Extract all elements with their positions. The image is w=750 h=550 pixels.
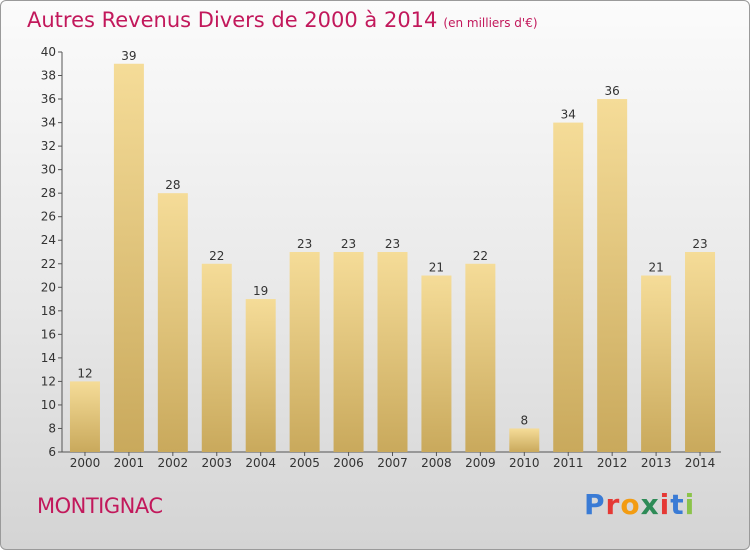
y-tick-label: 32 — [41, 139, 56, 153]
data-label-2006: 23 — [341, 237, 356, 251]
chart-title-unit: (en milliers d'€) — [443, 16, 538, 30]
x-tick-label-2000: 2000 — [70, 456, 101, 470]
bar-2005 — [289, 252, 320, 452]
y-tick-label: 38 — [41, 69, 56, 83]
data-label-2010: 8 — [520, 413, 528, 427]
y-tick-label: 20 — [41, 280, 56, 294]
chart-bars — [69, 63, 716, 453]
data-label-2005: 23 — [297, 237, 312, 251]
data-label-2008: 21 — [429, 261, 444, 275]
x-tick-label-2003: 2003 — [201, 456, 232, 470]
chart-title: Autres Revenus Divers de 2000 à 2014 (en … — [27, 8, 538, 32]
y-tick-label: 10 — [41, 398, 56, 412]
y-tick-label: 30 — [41, 163, 56, 177]
commune-name: MONTIGNAC — [37, 494, 163, 518]
x-tick-label-2013: 2013 — [641, 456, 672, 470]
bar-2012 — [597, 99, 628, 452]
logo-letter: t — [670, 488, 685, 521]
bar-2001 — [113, 63, 144, 452]
bar-2006 — [333, 252, 364, 452]
x-tick-label-2007: 2007 — [377, 456, 408, 470]
x-tick-label-2010: 2010 — [509, 456, 540, 470]
bar-2009 — [465, 263, 496, 452]
proxiti-logo: Proxiti — [584, 488, 695, 521]
data-label-2011: 34 — [561, 108, 576, 122]
bar-2014 — [685, 252, 716, 452]
x-tick-label-2006: 2006 — [333, 456, 364, 470]
bar-2003 — [201, 263, 232, 452]
logo-letter: i — [684, 488, 696, 521]
y-tick-label: 8 — [48, 421, 56, 435]
x-tick-label-2001: 2001 — [114, 456, 145, 470]
data-label-2004: 19 — [253, 284, 268, 298]
logo-letter: x — [640, 488, 660, 521]
data-label-2007: 23 — [385, 237, 400, 251]
logo-letter: P — [584, 488, 606, 521]
bar-2002 — [157, 193, 188, 453]
x-tick-label-2005: 2005 — [289, 456, 320, 470]
bar-2011 — [553, 122, 584, 453]
x-tick-label-2009: 2009 — [465, 456, 496, 470]
chart-data-labels: 12 39 28 22 19 23 23 23 21 22 8 34 36 21 23 — [77, 49, 707, 428]
y-tick-label: 12 — [41, 374, 56, 388]
chart-axes: 6 8 10 12 14 16 18 20 22 24 26 28 30 32 34 36 38 40 2000 20… — [41, 45, 721, 470]
data-label-2009: 22 — [473, 249, 488, 263]
y-tick-label: 28 — [41, 186, 56, 200]
logo-letter: r — [605, 488, 621, 521]
bar-2008 — [421, 275, 452, 452]
x-tick-label-2011: 2011 — [553, 456, 584, 470]
x-tick-label-2014: 2014 — [685, 456, 716, 470]
y-tick-label: 22 — [41, 257, 56, 271]
bar-2000 — [69, 381, 100, 452]
x-tick-label-2002: 2002 — [158, 456, 189, 470]
y-tick-label: 34 — [41, 116, 56, 130]
y-tick-label: 24 — [41, 233, 56, 247]
y-tick-label: 36 — [41, 92, 56, 106]
y-tick-label: 16 — [41, 327, 56, 341]
bar-2007 — [377, 252, 408, 452]
data-label-2003: 22 — [209, 249, 224, 263]
y-tick-label: 26 — [41, 210, 56, 224]
x-tick-label-2008: 2008 — [421, 456, 452, 470]
y-tick-label: 40 — [41, 45, 56, 59]
y-tick-label: 6 — [48, 445, 56, 459]
logo-letter: i — [659, 488, 671, 521]
y-tick-label: 14 — [41, 351, 56, 365]
bar-2010 — [509, 428, 540, 452]
y-tick-label: 18 — [41, 304, 56, 318]
x-tick-label-2012: 2012 — [597, 456, 628, 470]
x-tick-label-2004: 2004 — [245, 456, 276, 470]
data-label-2013: 21 — [648, 261, 663, 275]
data-label-2000: 12 — [77, 366, 92, 380]
data-label-2002: 28 — [165, 178, 180, 192]
logo-letter: o — [620, 488, 641, 521]
bar-2004 — [245, 299, 276, 452]
data-label-2012: 36 — [605, 84, 620, 98]
chart-title-main: Autres Revenus Divers de 2000 à 2014 — [27, 8, 438, 32]
bar-2013 — [641, 275, 672, 452]
data-label-2001: 39 — [121, 49, 136, 63]
data-label-2014: 23 — [692, 237, 707, 251]
